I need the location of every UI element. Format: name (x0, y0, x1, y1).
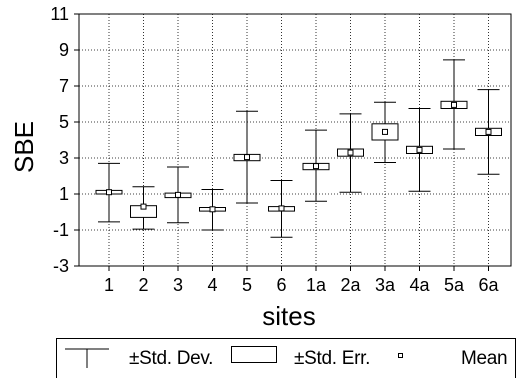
x-axis-label: sites (262, 301, 315, 331)
mean-point (140, 203, 147, 210)
mean-point (175, 191, 181, 198)
std-dev-legend-label: ±Std. Dev. (129, 348, 214, 369)
x-tick-label: 6a (478, 275, 499, 295)
x-tick-label: 2a (340, 275, 361, 295)
y-tick-label: 7 (59, 76, 69, 96)
y-tick-label: 9 (59, 40, 69, 60)
mean-point (244, 154, 250, 161)
x-tick-label: 5 (242, 275, 252, 295)
x-tick-label: 3a (375, 275, 396, 295)
mean-point (451, 101, 457, 108)
x-tick-label: 4a (409, 275, 430, 295)
legend: ±Std. Dev. ±Std. Err. Mean (56, 338, 516, 378)
plot-marks (95, 59, 502, 238)
mean-point (313, 163, 319, 170)
mean-legend-label: Mean (461, 348, 508, 369)
x-tick-label: 2 (138, 275, 148, 295)
mean-point (347, 149, 354, 156)
x-tick-label: 6 (276, 275, 286, 295)
mean-point (416, 146, 423, 153)
mean-point (106, 189, 112, 196)
std-err-legend-icon (231, 346, 277, 363)
mean-point (209, 206, 216, 213)
std-err-legend-label: ±Std. Err. (294, 348, 371, 369)
x-tick-label: 1a (306, 275, 327, 295)
x-tick-label: 4 (207, 275, 217, 295)
y-tick-label: 11 (50, 4, 69, 24)
plot-frame (78, 13, 512, 267)
y-tick-label: 5 (59, 112, 69, 132)
x-tick-label: 1 (104, 275, 114, 295)
mean-point (485, 128, 492, 135)
mean-point (382, 128, 388, 135)
mean-point (278, 205, 285, 212)
std-dev-legend-icon (65, 348, 109, 368)
y-tick-label: -1 (53, 220, 69, 240)
y-tick-label: 3 (59, 148, 69, 168)
x-tick-label: 3 (173, 275, 183, 295)
y-tick-label: -3 (53, 256, 69, 276)
y-tick-label: 1 (59, 184, 69, 204)
mean-legend-icon (398, 353, 403, 358)
y-axis-label: SBE (9, 121, 39, 173)
x-tick-label: 5a (444, 275, 465, 295)
